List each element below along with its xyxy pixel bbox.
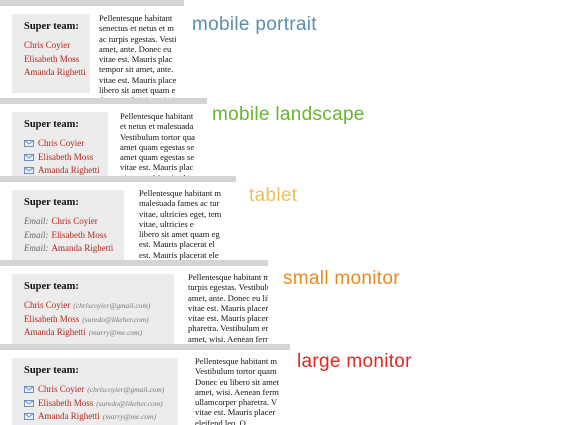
member-row[interactable]: Email: Amanda Righetti <box>24 242 124 256</box>
lorem-body-text: Pellentesque habitant senectus et netus … <box>99 13 181 99</box>
member-email: (suredo@likeher.com) <box>96 398 163 408</box>
team-sidebar: Super team: Chris Coyier (chriscoyier@gma… <box>12 358 178 425</box>
member-row[interactable]: Email: Elisabeth Moss <box>24 229 124 243</box>
member-row[interactable]: Elisabeth Moss (suredo@likeher.com) <box>24 397 178 411</box>
label-mobile-portrait: mobile portrait <box>192 14 317 35</box>
member-email: (chriscoyier@gmail.com) <box>87 385 165 394</box>
label-mobile-landscape: mobile landscape <box>212 104 365 125</box>
card-mobile-landscape: Super team: Chris Coyier Elisabeth Moss … <box>0 98 207 176</box>
lorem-body-text: Pellentesque habitant m malesuada fames … <box>139 188 222 261</box>
card-mobile-portrait: Super team: Chris Coyier Elisabeth Moss … <box>0 0 184 99</box>
member-email: (suredo@likeher.com) <box>82 314 149 324</box>
member-row[interactable]: Elisabeth Moss (suredo@likeher.com) <box>24 313 174 327</box>
member-name[interactable]: Chris Coyier <box>51 216 98 226</box>
member-name[interactable]: Elisabeth Moss <box>24 53 80 64</box>
member-row[interactable]: Chris Coyier <box>24 39 90 53</box>
member-row[interactable]: Email: Chris Coyier <box>24 215 124 229</box>
mail-icon <box>24 167 34 175</box>
member-email: (marry@me.com) <box>102 412 157 421</box>
team-title: Super team: <box>24 119 79 130</box>
team-title: Super team: <box>24 21 79 32</box>
member-row[interactable]: Amanda Righetti <box>24 66 90 80</box>
member-row[interactable]: Chris Coyier (chriscoyier@gmail.com) <box>24 383 178 397</box>
lorem-body-text: Pellentesque habitant mo turpis egestas.… <box>188 272 268 344</box>
lorem-body-text: Pellentesque habitant et netus et malesu… <box>120 111 195 176</box>
member-row[interactable]: Elisabeth Moss <box>24 53 90 67</box>
member-name[interactable]: Amanda Righetti <box>24 67 86 77</box>
member-name[interactable]: Elisabeth Moss <box>24 313 80 324</box>
team-sidebar: Super team: Email: Chris Coyier Email: Eli… <box>12 190 124 261</box>
team-sidebar: Super team: Chris Coyier (chriscoyier@gma… <box>12 274 174 344</box>
member-email: (marry@me.com) <box>88 328 143 337</box>
email-prefix: Email: <box>24 216 49 226</box>
member-row[interactable]: Chris Coyier <box>24 137 108 151</box>
member-name[interactable]: Chris Coyier <box>38 138 85 148</box>
member-row[interactable]: Amanda Righetti (marry@me.com) <box>24 326 174 340</box>
email-prefix: Email: <box>24 243 49 253</box>
card-small-monitor: Super team: Chris Coyier (chriscoyier@gma… <box>0 260 268 344</box>
member-name[interactable]: Elisabeth Moss <box>38 151 94 162</box>
team-sidebar: Super team: Chris Coyier Elisabeth Moss … <box>12 112 108 176</box>
lorem-body-text: Pellentesque habitant m Vestibulum torto… <box>195 356 279 425</box>
mail-icon <box>24 386 34 394</box>
member-name[interactable]: Elisabeth Moss <box>38 397 94 408</box>
label-tablet: tablet <box>249 185 298 206</box>
team-sidebar: Super team: Chris Coyier Elisabeth Moss … <box>12 14 90 93</box>
member-name[interactable]: Amanda Righetti <box>38 411 100 421</box>
mail-icon <box>24 413 34 421</box>
team-title: Super team: <box>24 197 79 208</box>
mail-icon <box>24 140 34 148</box>
card-large-monitor: Super team: Chris Coyier (chriscoyier@gma… <box>0 344 290 425</box>
member-row[interactable]: Amanda Righetti (marry@me.com) <box>24 410 178 424</box>
team-title: Super team: <box>24 281 79 292</box>
member-row[interactable]: Elisabeth Moss <box>24 151 108 165</box>
mail-icon <box>24 399 34 407</box>
label-large-monitor: large monitor <box>297 351 412 372</box>
email-prefix: Email: <box>24 229 49 240</box>
label-small-monitor: small monitor <box>283 268 400 289</box>
mail-icon <box>24 153 34 161</box>
member-name[interactable]: Chris Coyier <box>24 300 71 310</box>
member-name[interactable]: Amanda Righetti <box>24 327 86 337</box>
member-row[interactable]: Amanda Righetti <box>24 164 108 176</box>
member-name[interactable]: Amanda Righetti <box>38 165 100 175</box>
member-name[interactable]: Chris Coyier <box>38 384 85 394</box>
member-row[interactable]: Chris Coyier (chriscoyier@gmail.com) <box>24 299 174 313</box>
team-title: Super team: <box>24 365 79 376</box>
member-name[interactable]: Amanda Righetti <box>51 243 114 253</box>
member-email: (chriscoyier@gmail.com) <box>73 301 151 310</box>
card-tablet: Super team: Email: Chris Coyier Email: Eli… <box>0 176 236 261</box>
member-name[interactable]: Elisabeth Moss <box>51 229 107 240</box>
member-name[interactable]: Chris Coyier <box>24 40 71 50</box>
